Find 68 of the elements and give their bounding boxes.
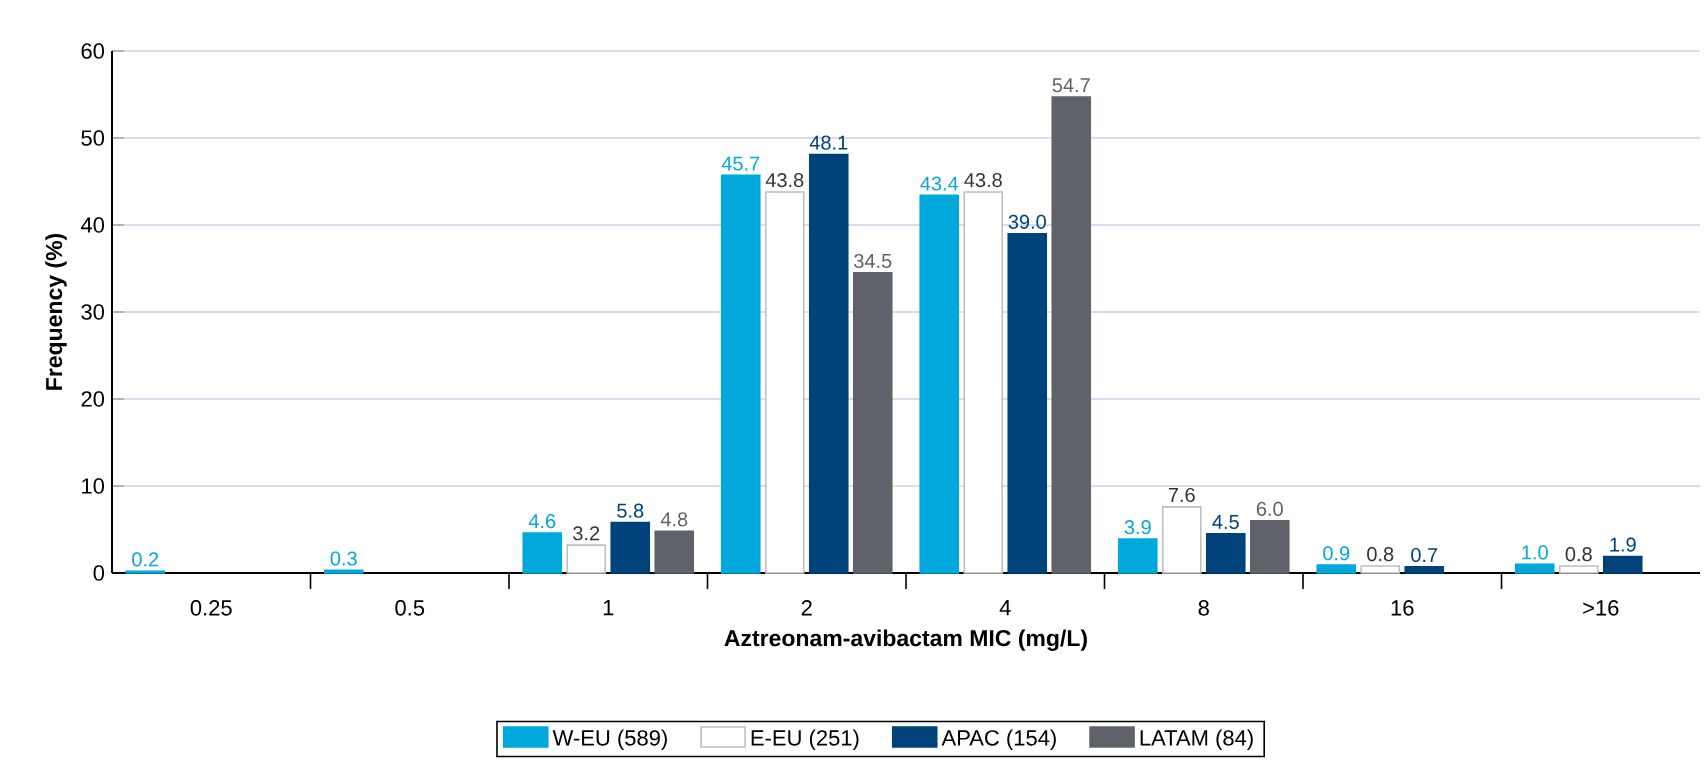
- y-axis-title: Frequency (%): [45, 233, 67, 390]
- data-label: 3.2: [573, 526, 600, 541]
- bar: [1558, 565, 1599, 574]
- data-label: 1.0: [1522, 545, 1548, 560]
- x-tick-label: 4: [999, 600, 1011, 616]
- data-label: 34.5: [854, 253, 892, 269]
- data-label: 0.8: [1367, 547, 1394, 562]
- bar: [963, 191, 1004, 574]
- bar: [610, 521, 651, 574]
- data-label: 3.9: [1124, 520, 1151, 535]
- x-tick-label: 1: [603, 600, 614, 616]
- data-label: 0.7: [1411, 547, 1438, 563]
- y-tick-label: 20: [81, 391, 105, 407]
- data-label: 0.3: [330, 551, 357, 566]
- bar: [1316, 564, 1357, 574]
- x-tick-label: 0.5: [395, 600, 425, 616]
- y-tick-label: 10: [82, 478, 105, 494]
- data-label: 43.8: [964, 172, 1002, 188]
- bar: [1205, 533, 1246, 574]
- data-label: 4.5: [1212, 515, 1239, 530]
- bar: [323, 569, 364, 574]
- data-label: 4.8: [660, 512, 688, 527]
- bar: [720, 174, 761, 574]
- data-label: 43.8: [765, 172, 804, 188]
- data-label: 43.4: [920, 176, 959, 191]
- y-tick-label: 60: [81, 43, 105, 59]
- bar: [1360, 565, 1401, 574]
- bar: [1514, 563, 1555, 574]
- data-label: 5.8: [617, 503, 644, 518]
- bar: [808, 153, 849, 574]
- data-label: 39.0: [1008, 214, 1046, 229]
- bar: [764, 191, 805, 574]
- bar: [1602, 555, 1643, 574]
- bar: [1117, 538, 1158, 574]
- data-label: 7.6: [1168, 487, 1195, 503]
- bar: [852, 272, 893, 574]
- y-tick-label: 40: [80, 217, 105, 233]
- bar: [1249, 520, 1290, 574]
- legend-label: E-EU (251): [751, 729, 859, 751]
- bar: [1051, 96, 1092, 574]
- x-tick-label: 16: [1391, 600, 1414, 616]
- data-label: 54.7: [1052, 78, 1090, 93]
- bar: [1404, 566, 1445, 574]
- bar: [1161, 506, 1202, 574]
- x-tick-label: 8: [1198, 600, 1209, 616]
- y-tick-label: 30: [81, 304, 105, 320]
- legend-label: APAC (154): [941, 729, 1056, 751]
- data-label: 0.8: [1565, 547, 1592, 562]
- legend-label: LATAM (84): [1140, 729, 1253, 751]
- legend-label: W-EU (589): [552, 729, 667, 751]
- data-label: 0.2: [132, 552, 159, 567]
- x-tick-label: 0.25: [190, 600, 232, 616]
- data-label: 0.9: [1323, 546, 1350, 561]
- data-label: 45.7: [721, 156, 760, 171]
- data-label: 6.0: [1256, 501, 1283, 516]
- data-label: 1.9: [1610, 537, 1636, 552]
- x-tick-label: >16: [1583, 600, 1619, 616]
- bar: [522, 532, 563, 574]
- data-label: 4.6: [528, 514, 556, 529]
- bar: [654, 530, 695, 574]
- y-tick-label: 50: [81, 130, 105, 146]
- y-tick-label: 0: [93, 565, 105, 581]
- x-axis-title: Aztreonam-avibactam MIC (mg/L): [724, 629, 1087, 651]
- data-label: 48.1: [809, 135, 848, 150]
- bar: [566, 544, 607, 574]
- x-tick-label: 2: [801, 600, 812, 616]
- bar: [1007, 232, 1048, 574]
- bar: [919, 194, 960, 574]
